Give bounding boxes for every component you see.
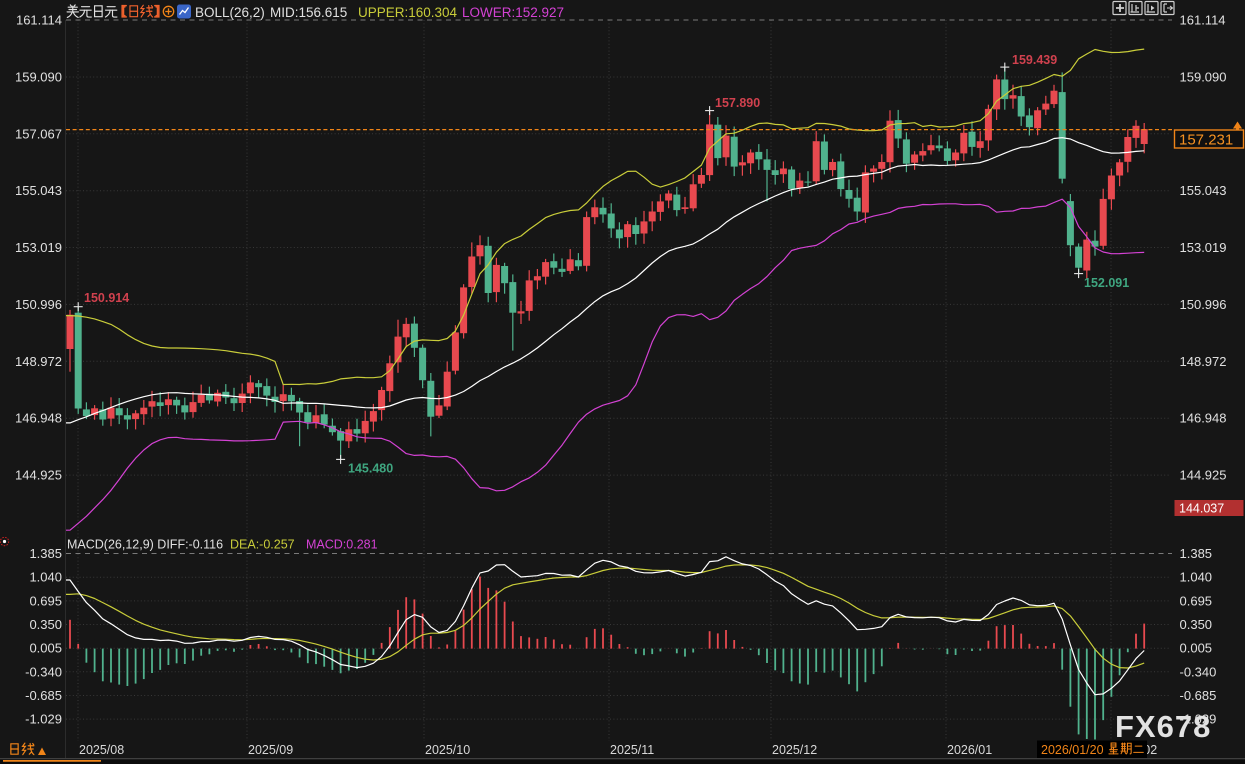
svg-text:0.695: 0.695	[29, 593, 62, 608]
svg-text:144.037: 144.037	[1179, 502, 1224, 516]
svg-text:155.043: 155.043	[1180, 183, 1227, 198]
svg-text:-1.029: -1.029	[25, 712, 62, 727]
svg-text:159.439: 159.439	[1012, 53, 1057, 67]
svg-text:LOWER:152.927: LOWER:152.927	[462, 5, 564, 20]
svg-text:1.040: 1.040	[29, 570, 62, 585]
svg-text:UPPER:160.304: UPPER:160.304	[358, 5, 458, 20]
svg-text:0.695: 0.695	[1180, 593, 1213, 608]
svg-text:-0.340: -0.340	[1180, 664, 1217, 679]
svg-text:155.043: 155.043	[15, 183, 62, 198]
svg-text:0.350: 0.350	[1180, 617, 1213, 632]
svg-text:FX678: FX678	[1115, 709, 1211, 744]
svg-text:150.996: 150.996	[1180, 297, 1227, 312]
svg-text:1.385: 1.385	[29, 546, 62, 561]
svg-text:153.019: 153.019	[15, 240, 62, 255]
svg-text:159.090: 159.090	[1180, 69, 1227, 84]
svg-text:-0.685: -0.685	[1180, 688, 1217, 703]
svg-text:-1.029: -1.029	[1180, 712, 1217, 727]
svg-text:2025/10: 2025/10	[425, 743, 470, 757]
svg-text:157.231: 157.231	[1179, 132, 1233, 149]
svg-text:2025/12: 2025/12	[772, 743, 817, 757]
svg-text:2025/11: 2025/11	[610, 743, 654, 757]
svg-text:144.925: 144.925	[15, 468, 62, 483]
svg-text:145.480: 145.480	[348, 462, 393, 476]
svg-text:1.385: 1.385	[1180, 546, 1213, 561]
svg-text:2026/01/20: 2026/01/20	[1041, 743, 1104, 757]
svg-text:MACD(26,12,9) DIFF:-0.116: MACD(26,12,9) DIFF:-0.116	[67, 538, 223, 552]
svg-text:2025/08: 2025/08	[79, 743, 124, 757]
svg-text:159.090: 159.090	[15, 69, 62, 84]
svg-text:0.005: 0.005	[1180, 641, 1213, 656]
svg-text:153.019: 153.019	[1180, 240, 1227, 255]
svg-text:MID:156.615: MID:156.615	[270, 5, 347, 20]
svg-text:0.005: 0.005	[29, 641, 62, 656]
svg-text:146.948: 146.948	[1180, 411, 1227, 426]
svg-text:-0.685: -0.685	[25, 688, 62, 703]
svg-text:150.996: 150.996	[15, 297, 62, 312]
svg-text:157.067: 157.067	[15, 126, 62, 141]
svg-text:MACD:0.281: MACD:0.281	[306, 538, 378, 552]
svg-text:161.114: 161.114	[1180, 13, 1226, 28]
svg-text:144.925: 144.925	[1180, 468, 1227, 483]
svg-text:157.890: 157.890	[715, 96, 760, 110]
svg-text:2026/01: 2026/01	[947, 743, 992, 757]
svg-text:1.040: 1.040	[1180, 570, 1213, 585]
svg-text:DEA:-0.257: DEA:-0.257	[230, 538, 295, 552]
svg-text:150.914: 150.914	[84, 291, 129, 305]
svg-text:146.948: 146.948	[15, 411, 62, 426]
svg-text:0.350: 0.350	[29, 617, 62, 632]
svg-text:BOLL(26,2): BOLL(26,2)	[195, 5, 265, 20]
svg-text:161.114: 161.114	[16, 13, 62, 28]
svg-text:152.091: 152.091	[1084, 276, 1129, 290]
svg-text:2025/09: 2025/09	[248, 743, 293, 757]
svg-text:-0.340: -0.340	[25, 664, 62, 679]
svg-text:148.972: 148.972	[1180, 354, 1227, 369]
svg-text:148.972: 148.972	[15, 354, 62, 369]
